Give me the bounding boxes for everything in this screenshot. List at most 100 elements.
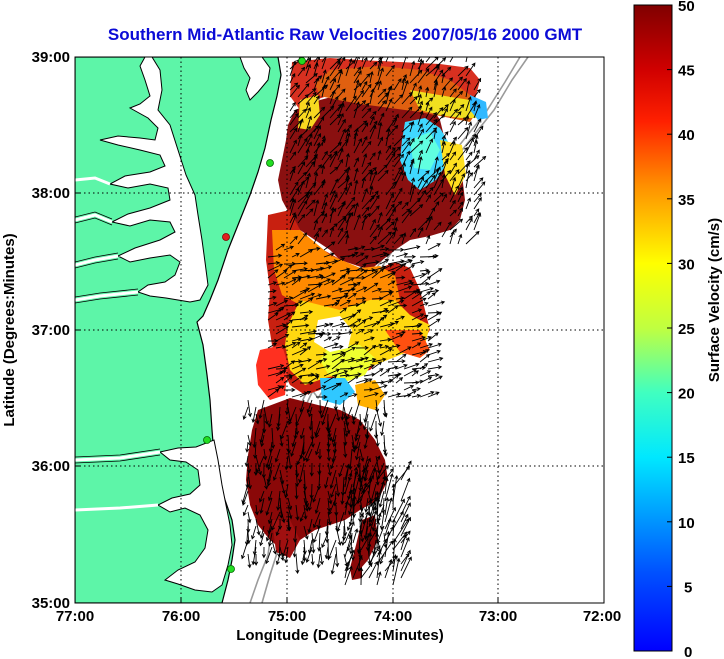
- velocity-arrow: [284, 399, 290, 416]
- velocity-arrow: [473, 177, 484, 189]
- velocity-arrow: [321, 57, 327, 63]
- velocity-arrow: [339, 323, 357, 328]
- velocity-arrow: [379, 259, 390, 265]
- velocity-arrow: [313, 77, 320, 91]
- velocity-arrow: [306, 399, 313, 414]
- velocity-arrow: [297, 200, 308, 217]
- velocity-arrow: [313, 154, 318, 168]
- velocity-arrow: [275, 281, 286, 286]
- velocity-arrow: [363, 392, 379, 398]
- velocity-arrow: [425, 174, 436, 189]
- velocity-arrow: [347, 372, 362, 377]
- velocity-arrow: [284, 546, 289, 564]
- velocity-arrow: [473, 155, 487, 168]
- velocity-arrow: [419, 354, 431, 363]
- velocity-arrow: [329, 57, 341, 70]
- velocity-arrow: [361, 140, 372, 154]
- velocity-arrow: [387, 333, 404, 342]
- velocity-arrow: [275, 370, 287, 377]
- velocity-arrow: [299, 309, 314, 315]
- velocity-arrow: [393, 216, 399, 231]
- velocity-arrow: [377, 80, 382, 91]
- velocity-arrow: [326, 497, 332, 513]
- radar-site-marker: [222, 233, 230, 241]
- velocity-arrow: [401, 209, 412, 224]
- velocity-arrow: [376, 465, 389, 481]
- velocity-arrow: [387, 247, 405, 252]
- velocity-arrow: [457, 233, 463, 245]
- velocity-arrow: [457, 77, 467, 91]
- velocity-arrow: [331, 427, 337, 443]
- velocity-arrow: [427, 391, 440, 398]
- velocity-arrow: [305, 101, 310, 112]
- velocity-arrow: [353, 167, 359, 182]
- velocity-arrow: [401, 91, 413, 105]
- velocity-arrow: [292, 525, 298, 543]
- velocity-arrow: [344, 561, 350, 579]
- velocity-arrow: [363, 344, 377, 356]
- velocity-arrow: [360, 468, 366, 488]
- velocity-arrow: [387, 280, 396, 286]
- velocity-arrow: [320, 399, 329, 419]
- velocity-arrow: [427, 356, 444, 363]
- velocity-arrow: [348, 504, 353, 516]
- velocity-arrow: [299, 249, 314, 258]
- velocity-arrow: [409, 96, 418, 105]
- velocity-arrow: [379, 253, 390, 258]
- velocity-arrow: [427, 318, 441, 328]
- velocity-arrow: [425, 138, 434, 154]
- velocity-arrow: [465, 162, 470, 175]
- velocity-arrow: [361, 73, 371, 84]
- velocity-arrow: [449, 176, 457, 196]
- velocity-arrow: [419, 286, 435, 293]
- velocity-arrow: [473, 118, 482, 133]
- velocity-arrow: [315, 275, 325, 280]
- velocity-arrow: [297, 126, 312, 140]
- velocity-arrow: [409, 105, 423, 119]
- velocity-arrow: [327, 462, 332, 477]
- velocity-arrow: [377, 121, 383, 140]
- velocity-arrow: [393, 233, 404, 245]
- velocity-arrow: [377, 136, 383, 147]
- velocity-arrow: [297, 213, 306, 224]
- colorbar-tick-label: 30: [678, 256, 695, 273]
- velocity-arrow: [295, 406, 305, 427]
- velocity-arrow: [367, 542, 372, 558]
- velocity-arrow: [395, 275, 406, 280]
- velocity-arrow: [369, 223, 380, 238]
- velocity-arrow: [291, 323, 310, 328]
- velocity-arrow: [363, 270, 379, 279]
- velocity-arrow: [427, 253, 439, 259]
- velocity-arrow: [347, 281, 361, 293]
- velocity-arrow: [275, 376, 285, 384]
- velocity-arrow: [411, 259, 425, 265]
- velocity-arrow: [473, 163, 480, 182]
- velocity-arrow: [321, 164, 326, 175]
- velocity-arrow: [392, 554, 398, 572]
- velocity-arrow: [403, 254, 417, 259]
- velocity-arrow: [305, 546, 313, 563]
- velocity-arrow: [253, 462, 258, 476]
- velocity-arrow: [281, 539, 289, 558]
- velocity-arrow: [343, 441, 348, 459]
- velocity-arrow: [400, 549, 411, 572]
- velocity-arrow: [457, 126, 469, 140]
- velocity-arrow: [339, 300, 352, 307]
- velocity-arrow: [299, 346, 312, 356]
- velocity-arrow: [276, 413, 281, 432]
- velocity-arrow: [310, 434, 315, 448]
- velocity-arrow: [419, 363, 429, 370]
- velocity-arrow: [299, 427, 305, 440]
- velocity-arrows: [241, 57, 487, 586]
- colorbar-tick-label: 50: [678, 0, 695, 15]
- velocity-arrow: [297, 193, 309, 210]
- velocity-arrow: [473, 77, 482, 91]
- velocity-arrow: [441, 159, 448, 175]
- velocity-arrow: [331, 299, 341, 307]
- tick-marks: [75, 192, 499, 603]
- velocity-arrow: [363, 469, 369, 482]
- velocity-arrow: [288, 406, 297, 426]
- velocity-arrow: [291, 367, 307, 377]
- velocity-arrow: [375, 427, 380, 447]
- velocity-arrow: [353, 82, 363, 91]
